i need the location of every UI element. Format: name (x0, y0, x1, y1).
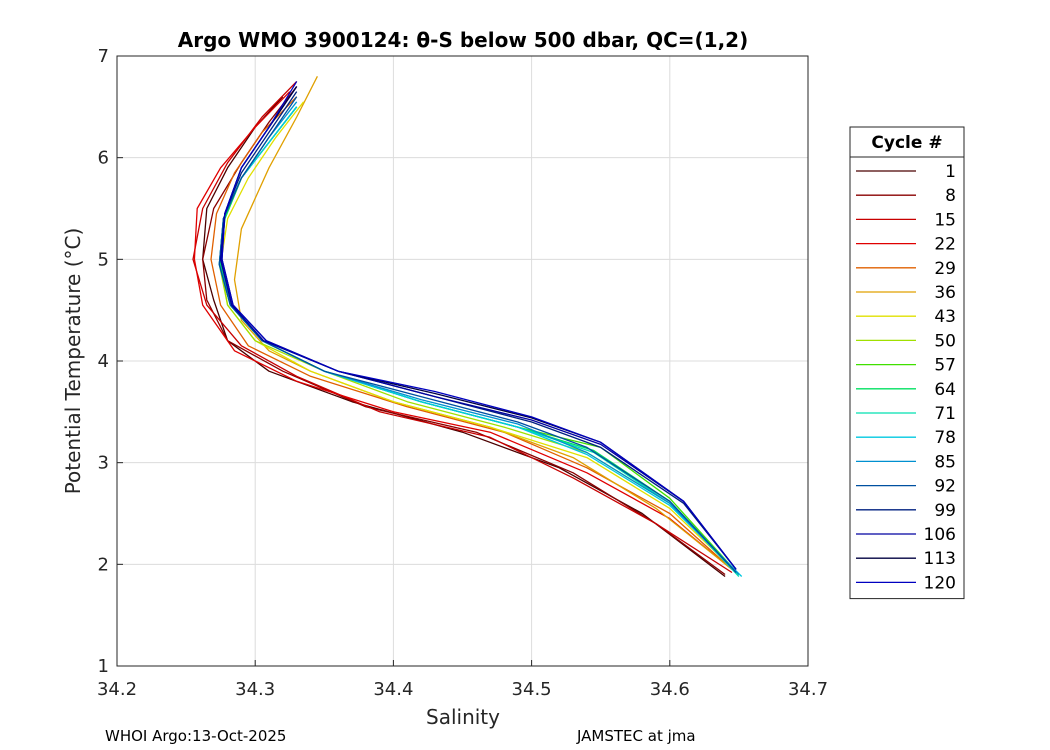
series-line-cycle-36 (233, 76, 733, 570)
legend-label: 1 (945, 162, 956, 182)
legend-label: 29 (934, 259, 956, 279)
chart-title: Argo WMO 3900124: θ-S below 500 dbar, QC… (178, 28, 748, 52)
x-tick-label: 34.7 (788, 679, 828, 700)
legend-label: 71 (934, 404, 956, 424)
x-tick-label: 34.3 (235, 679, 275, 700)
y-tick-label: 6 (98, 148, 109, 169)
legend-label: 113 (924, 549, 956, 569)
x-axis-label: Salinity (426, 705, 500, 729)
y-tick-label: 5 (98, 249, 109, 270)
legend-label: 120 (924, 573, 956, 593)
y-tick-label: 2 (98, 554, 109, 575)
legend-label: 43 (934, 307, 956, 327)
legend-label: 85 (934, 452, 956, 472)
legend-label: 92 (934, 477, 956, 497)
y-axis-label: Potential Temperature (°C) (61, 228, 85, 495)
legend-label: 106 (924, 525, 956, 545)
axes-box (116, 55, 809, 667)
legend: Cycle #1 8 15 22 29 36 43 50 57 64 71 78 85 92 99 106 11… (849, 126, 965, 600)
series-line-cycle-15 (192, 80, 733, 574)
legend-label: 15 (934, 210, 956, 230)
x-tick-labels: 34.2 34.3 34.4 34.5 34.6 34.7 (97, 679, 828, 700)
y-tick-label: 1 (98, 656, 109, 677)
legend-label: 78 (934, 428, 956, 448)
legend-box (849, 126, 965, 600)
x-tick-label: 34.4 (373, 679, 413, 700)
x-tick-label: 34.5 (512, 679, 552, 700)
legend-label: 36 (934, 283, 956, 303)
legend-label: 57 (934, 356, 956, 376)
legend-label: 50 (934, 331, 956, 351)
footer-left: WHOI Argo:13-Oct-2025 (105, 727, 286, 745)
legend-label: 99 (934, 501, 956, 521)
legend-label: 64 (934, 380, 956, 400)
legend-label: 22 (934, 235, 956, 255)
footer-right: JAMSTEC at jma (576, 727, 696, 745)
legend-label: 8 (945, 186, 956, 206)
x-tick-label: 34.2 (97, 679, 137, 700)
series-line-cycle-120 (221, 81, 737, 570)
x-tick-label: 34.6 (650, 679, 690, 700)
series-group (192, 76, 743, 578)
legend-title: Cycle # (871, 133, 942, 153)
y-tick-labels: 1 2 3 4 5 6 7 (98, 46, 109, 677)
y-tick-label: 4 (98, 351, 109, 372)
series-line-cycle-22 (193, 91, 733, 570)
series-line-cycle-29 (210, 96, 733, 570)
y-tick-label: 7 (98, 46, 109, 67)
series-line-cycle-92 (218, 96, 737, 573)
y-tick-label: 3 (98, 453, 109, 474)
